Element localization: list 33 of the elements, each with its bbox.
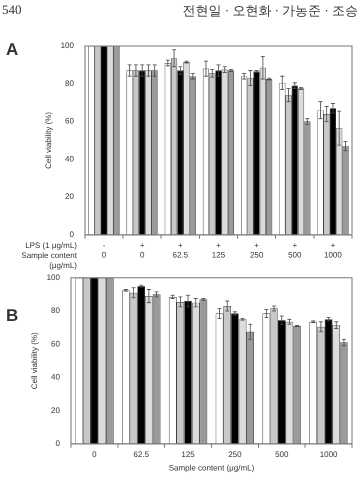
- y-axis-title: Cell viability (%): [30, 332, 40, 390]
- y-tick-label: 80: [65, 78, 74, 88]
- x-tick-label: 62.5: [133, 450, 150, 459]
- y-tick-label: 0: [69, 230, 74, 240]
- y-tick-label: 80: [51, 306, 60, 316]
- x-tick-label: + 125: [212, 240, 226, 260]
- x-tick-label: 1000: [320, 450, 338, 459]
- x-axis-title: LPS (1 μg/mL) Sample content (μg/mL): [21, 241, 78, 270]
- text: 540: [2, 2, 22, 18]
- x-tick-label: + 0: [140, 240, 145, 260]
- x-axis-title: Sample content (μg/mL): [168, 463, 255, 472]
- y-tick-label: 60: [51, 339, 60, 348]
- x-tick-label: 0: [92, 450, 98, 459]
- x-tick-label: + 500: [288, 240, 302, 260]
- y-tick-label: 40: [51, 372, 60, 382]
- text: A: [6, 40, 18, 60]
- y-tick-label: 40: [65, 154, 74, 164]
- y-tick-label: 0: [55, 439, 60, 448]
- x-tick-label: 500: [275, 450, 289, 459]
- y-tick-label: 100: [46, 273, 60, 282]
- x-tick-label: 125: [181, 450, 196, 459]
- x-tick-label: - 0: [102, 240, 107, 260]
- x-tick-label: + 62.5: [172, 240, 189, 260]
- x-tick-label: + 1000: [324, 240, 342, 260]
- y-tick-label: 20: [51, 406, 60, 415]
- text: B: [6, 306, 18, 326]
- y-tick-label: 20: [65, 192, 74, 202]
- y-tick-label: 60: [65, 116, 74, 126]
- x-tick-label: 250: [228, 450, 242, 459]
- text: 전현일 · 오현화 · 가농준 · 조승: [182, 2, 358, 20]
- x-tick-label: + 250: [250, 240, 264, 260]
- y-axis-title: Cell viability (%): [44, 112, 54, 169]
- y-tick-label: 100: [60, 41, 74, 50]
